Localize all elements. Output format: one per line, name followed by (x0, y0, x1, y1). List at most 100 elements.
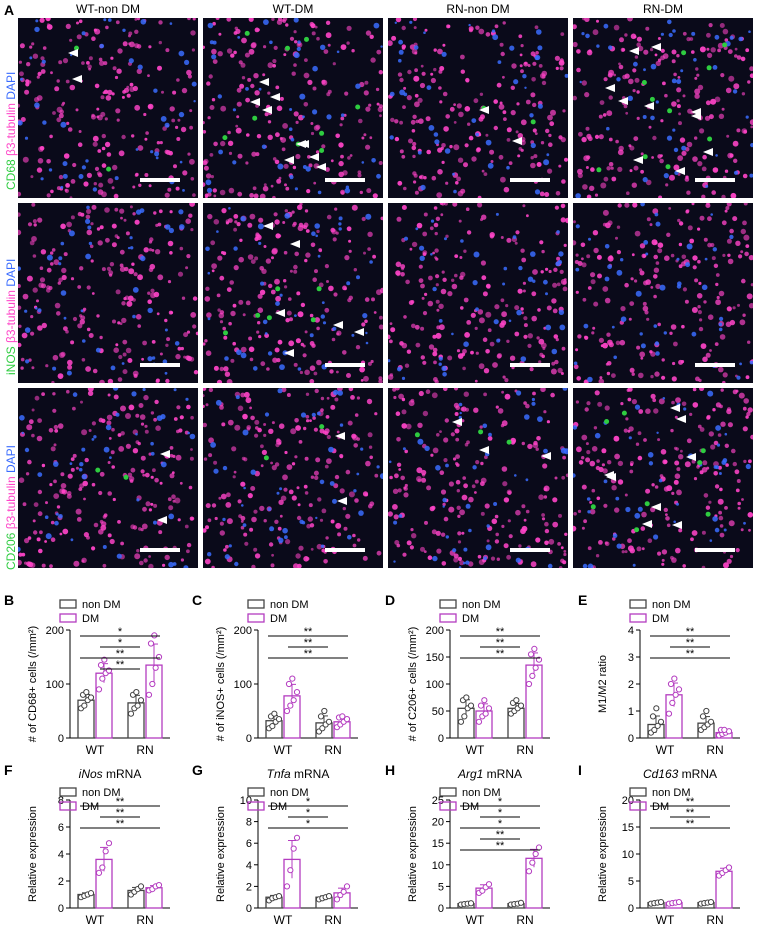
data-point (669, 699, 676, 707)
arrowhead-marker (650, 42, 661, 51)
data-point (477, 702, 485, 709)
data-point (81, 892, 88, 899)
bar (333, 721, 351, 739)
scale-bar (140, 363, 180, 367)
arrowhead-marker (250, 98, 261, 107)
data-point (513, 697, 520, 704)
data-point (665, 900, 673, 907)
data-point (315, 896, 323, 903)
y-tick-label: 5 (628, 876, 634, 888)
data-point (337, 721, 344, 728)
row-label-cd206: CD206 β3-tubulin DAPI (4, 445, 18, 570)
arrowhead-marker (452, 417, 463, 426)
data-point (87, 890, 95, 897)
legend-label: DM (652, 801, 669, 813)
data-point (675, 686, 683, 693)
y-tick-label: 2 (628, 679, 634, 691)
bar (77, 893, 95, 909)
y-axis-label: Relative expression (597, 806, 609, 902)
bar (283, 695, 301, 739)
y-tick-label: 2 (246, 881, 252, 893)
data-point (485, 881, 493, 888)
data-point (84, 891, 91, 898)
y-tick-label: 2 (58, 876, 64, 888)
panel-letter-d: D (385, 592, 396, 608)
data-point (467, 702, 475, 709)
x-tick-label: WT (466, 913, 485, 927)
data-point (127, 710, 135, 717)
data-point (529, 859, 536, 866)
data-point (529, 672, 536, 680)
data-point (475, 889, 483, 896)
data-point (105, 667, 113, 674)
bar (95, 858, 113, 909)
arrowhead-marker (315, 162, 326, 171)
bar (665, 694, 683, 739)
scale-bar (695, 363, 735, 367)
arrowhead-marker (604, 84, 615, 93)
data-point (275, 716, 283, 723)
bar (315, 722, 333, 739)
data-point (272, 894, 279, 901)
data-point (482, 884, 489, 891)
data-point (335, 714, 343, 721)
y-tick-label: 0 (628, 733, 634, 745)
data-point (651, 726, 658, 734)
legend-label: non DM (462, 787, 501, 799)
bar (697, 901, 715, 909)
micrograph-tile (388, 388, 568, 568)
data-point (319, 895, 326, 902)
data-point (84, 697, 91, 704)
data-point (721, 726, 728, 734)
y-tick-label: 10 (240, 795, 252, 807)
micrograph-tile (573, 203, 753, 383)
arrowhead-marker (644, 101, 655, 110)
micrograph-tile (388, 203, 568, 383)
legend-label: DM (82, 613, 99, 625)
y-tick-label: 0 (58, 733, 64, 745)
bar (457, 903, 475, 909)
data-point (325, 893, 333, 900)
y-axis-label: Relative expression (27, 806, 39, 902)
data-point (507, 710, 515, 717)
legend-swatch (629, 787, 647, 797)
x-tick-label: RN (706, 743, 723, 757)
data-point (290, 697, 297, 704)
arrowhead-marker (353, 327, 364, 336)
legend-swatch (629, 613, 647, 623)
arrowhead-marker (261, 106, 272, 115)
scale-bar (695, 178, 735, 182)
x-tick-label: RN (706, 913, 723, 927)
x-tick-label: WT (274, 743, 293, 757)
arrowhead-marker (691, 112, 702, 121)
significance-label: * (498, 796, 503, 808)
bar (715, 870, 733, 909)
legend-label: non DM (270, 599, 309, 611)
significance-label: * (306, 818, 311, 830)
legend-swatch (439, 599, 457, 609)
significance-label: ** (496, 648, 505, 660)
data-point (102, 848, 109, 855)
y-tick-label: 8 (58, 795, 64, 807)
data-point (531, 645, 538, 653)
bar (127, 702, 145, 739)
data-point (717, 726, 725, 734)
data-point (672, 691, 679, 698)
y-tick-label: 15 (622, 822, 634, 834)
data-point (704, 899, 711, 906)
data-point (272, 718, 279, 725)
bar (647, 723, 665, 739)
y-tick-label: 0 (246, 903, 252, 915)
data-point (145, 887, 153, 894)
y-tick-label: 100 (426, 679, 444, 691)
data-point (269, 723, 276, 730)
arrowhead-marker (675, 415, 686, 424)
data-point (77, 705, 85, 712)
row-label-cd68: CD68 β3-tubulin DAPI (4, 71, 18, 190)
data-point (289, 675, 296, 682)
data-point (722, 867, 729, 874)
legend-label: DM (652, 613, 669, 625)
legend-label: non DM (652, 599, 691, 611)
data-point (719, 730, 726, 738)
bar (507, 903, 525, 909)
